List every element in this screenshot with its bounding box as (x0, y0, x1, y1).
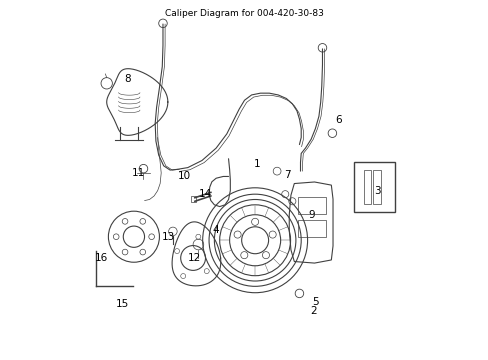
Bar (354, 162, 394, 212)
Bar (191, 196, 195, 202)
Text: 15: 15 (115, 299, 128, 309)
Text: Caliper Diagram for 004-420-30-83: Caliper Diagram for 004-420-30-83 (165, 9, 323, 18)
Bar (373, 170, 380, 204)
Text: 10: 10 (177, 171, 190, 181)
Text: 8: 8 (124, 74, 131, 84)
Text: 9: 9 (308, 211, 314, 220)
Bar (364, 170, 370, 204)
Text: 1: 1 (253, 159, 260, 169)
Text: 4: 4 (212, 225, 219, 235)
Bar (297, 220, 325, 237)
Text: 5: 5 (311, 297, 318, 307)
Bar (297, 197, 325, 214)
Text: 7: 7 (283, 170, 290, 180)
Text: 16: 16 (94, 253, 107, 263)
Text: 2: 2 (310, 306, 316, 316)
Text: 3: 3 (373, 186, 380, 195)
Text: 13: 13 (162, 232, 175, 242)
Text: 12: 12 (188, 253, 201, 263)
Text: 6: 6 (334, 115, 341, 125)
Text: 11: 11 (131, 168, 144, 178)
Text: 14: 14 (199, 189, 212, 199)
